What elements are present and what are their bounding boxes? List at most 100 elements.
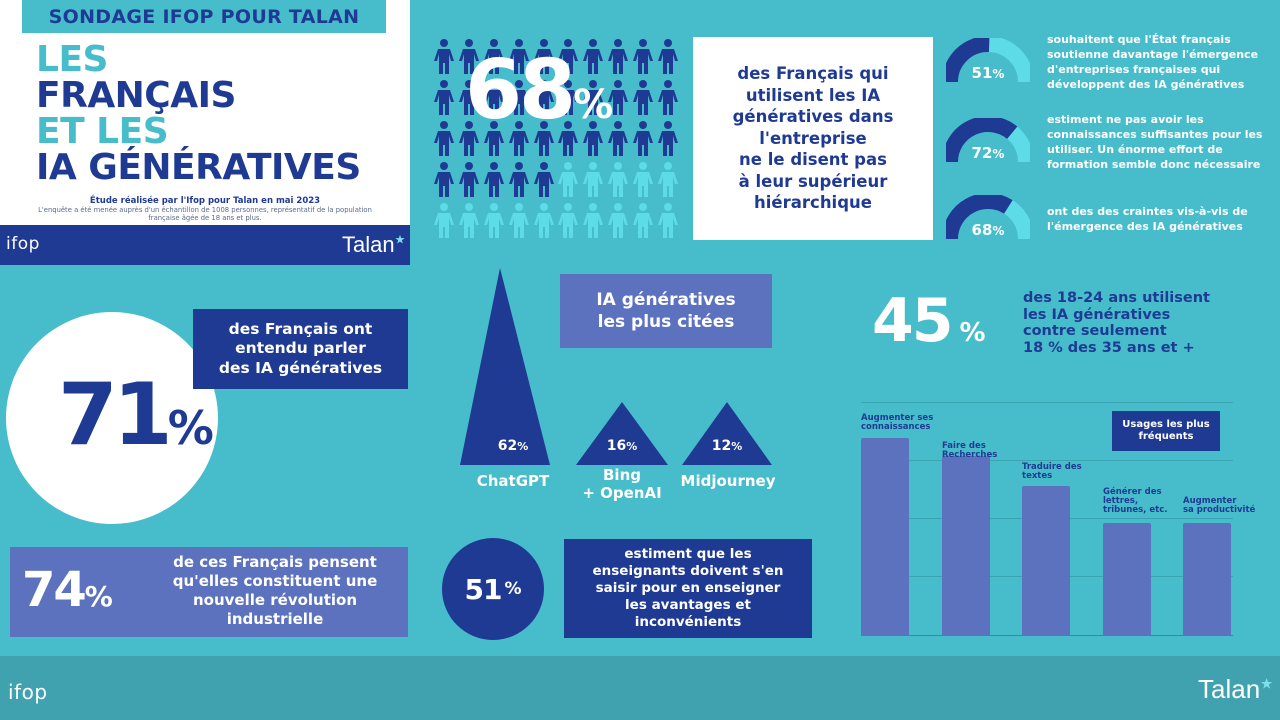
line: Usages les plus: [1122, 419, 1210, 430]
star-icon: ★: [394, 232, 406, 247]
person-icon: [606, 77, 631, 118]
triangle-midjourney: [682, 402, 772, 465]
chatgpt-label: ChatGPT: [476, 472, 550, 490]
person-icon: [630, 36, 655, 77]
gridline: [861, 460, 1233, 461]
gauge-68-value: 68%: [946, 221, 1030, 239]
stat-71-description-box: des Français ont entendu parler des IA g…: [193, 309, 408, 389]
person-icon: [482, 77, 507, 118]
line: 18 % des 35 ans et +: [1023, 339, 1195, 356]
bar-faire-recherches: [942, 455, 990, 636]
bar-generer-lettres: [1103, 523, 1151, 636]
gauge-68: 68%: [942, 193, 1034, 245]
line: enseignants doivent s'en: [592, 563, 784, 579]
line: soutienne davantage l'émergence: [1047, 48, 1259, 61]
line: l'émergence des IA génératives: [1047, 220, 1243, 233]
person-icon: [432, 160, 457, 201]
person-icon: [531, 77, 556, 118]
stat-51-teachers-description: estiment que les enseignants doivent s'e…: [593, 546, 784, 631]
percent-sign: %: [573, 82, 614, 128]
person-icon: [606, 36, 631, 77]
percent-sign: %: [504, 579, 522, 599]
percent-sign: %: [992, 224, 1005, 238]
line: d'entreprises françaises qui: [1047, 63, 1221, 76]
line: connaissances: [861, 422, 931, 432]
number: 45: [872, 286, 953, 356]
talan-logo-text: Talan: [1198, 674, 1261, 704]
methodology-line-1: L'enquête a été menée auprès d'un échant…: [38, 206, 372, 214]
person-icon: [556, 201, 581, 242]
stat-45-description: des 18-24 ans utilisent les IA générativ…: [1023, 290, 1263, 356]
person-icon: [506, 36, 531, 77]
bar-augmenter-connaissances: [861, 438, 909, 636]
line: utiliser. Un énorme effort de: [1047, 143, 1223, 156]
line: lettres,: [1103, 496, 1139, 506]
stat-51-teachers-circle: 51%: [442, 538, 544, 640]
survey-banner: SONDAGE IFOP POUR TALAN: [22, 0, 386, 33]
line: les plus citées: [597, 312, 735, 332]
usages-bar-chart: Augmenter ses connaissances Faire des Re…: [861, 400, 1255, 636]
person-icon: [606, 160, 631, 201]
title-line-1: LES: [36, 39, 108, 80]
line: connaissances suffisantes pour les: [1047, 128, 1263, 141]
bar-label: Générer des lettres, tribunes, etc.: [1103, 488, 1167, 515]
stat-71-description: des Français ont entendu parler des IA g…: [219, 320, 382, 379]
person-icon: [457, 77, 482, 118]
line: de ces Français pensent: [173, 553, 377, 571]
most-cited-title: IA génératives les plus citées: [596, 289, 735, 333]
person-icon: [556, 77, 581, 118]
gauge-68-description: ont des des craintes vis-à-vis de l'émer…: [1047, 204, 1277, 234]
title-card: [0, 0, 410, 265]
stat-68-description: des Français qui utilisent les IA généra…: [733, 63, 894, 214]
line: + OpenAI: [582, 484, 662, 502]
percent-sign: %: [959, 318, 986, 348]
title-line-3: ET LES: [36, 111, 169, 152]
line: contre seulement: [1023, 323, 1167, 339]
stat-68-value: 68%: [465, 46, 613, 150]
person-icon: [655, 118, 680, 159]
person-icon: [630, 118, 655, 159]
bar-label: Augmenter ses connaissances: [861, 414, 933, 432]
bar-label: Augmenter sa productivité: [1183, 497, 1255, 515]
percent-sign: %: [992, 67, 1005, 81]
person-icon: [630, 77, 655, 118]
person-icon: [432, 77, 457, 118]
person-icon: [606, 201, 631, 242]
line: tribunes, etc.: [1103, 505, 1168, 515]
bar-label: Traduire des textes: [1022, 463, 1082, 481]
gauge-51-description: souhaitent que l'État français soutienne…: [1047, 32, 1277, 92]
number: 74: [22, 562, 87, 618]
line: génératives dans: [732, 107, 894, 127]
person-icon: [482, 36, 507, 77]
study-credit: Étude réalisée par l'Ifop pour Talan en …: [89, 196, 321, 206]
chatgpt-value: 62%: [468, 438, 558, 454]
person-icon: [531, 36, 556, 77]
line: industrielle: [226, 610, 324, 628]
stat-74-value: 74%: [22, 560, 113, 627]
line: des IA génératives: [218, 358, 383, 377]
midjourney-value: 12%: [682, 438, 772, 454]
percent-sign: %: [167, 401, 214, 455]
bar-label: Faire des Recherches: [942, 442, 997, 460]
semicircle-gauge-icon: [942, 193, 1034, 240]
line: utilisent les IA: [745, 85, 881, 105]
person-icon: [432, 201, 457, 242]
midjourney-label: Midjourney: [680, 472, 776, 490]
line: formation semble donc nécessaire: [1047, 158, 1261, 171]
person-icon: [531, 118, 556, 159]
line: estiment que les: [624, 546, 752, 562]
stat-68-number: 68: [465, 43, 576, 138]
stat-51-teachers-box: estiment que les enseignants doivent s'e…: [564, 539, 812, 638]
triangle-bing: [576, 402, 668, 465]
percent-sign: %: [626, 440, 638, 453]
line: textes: [1022, 471, 1053, 481]
person-icon: [556, 118, 581, 159]
line: les IA génératives: [1023, 306, 1171, 323]
person-icon: [506, 118, 531, 159]
stat-45-value: 45%: [872, 286, 986, 368]
person-icon: [457, 118, 482, 159]
bar-augmenter-productivite: [1183, 523, 1231, 636]
line: nouvelle révolution: [192, 591, 358, 609]
line: inconvénients: [634, 614, 742, 630]
line: Traduire des: [1022, 462, 1082, 472]
